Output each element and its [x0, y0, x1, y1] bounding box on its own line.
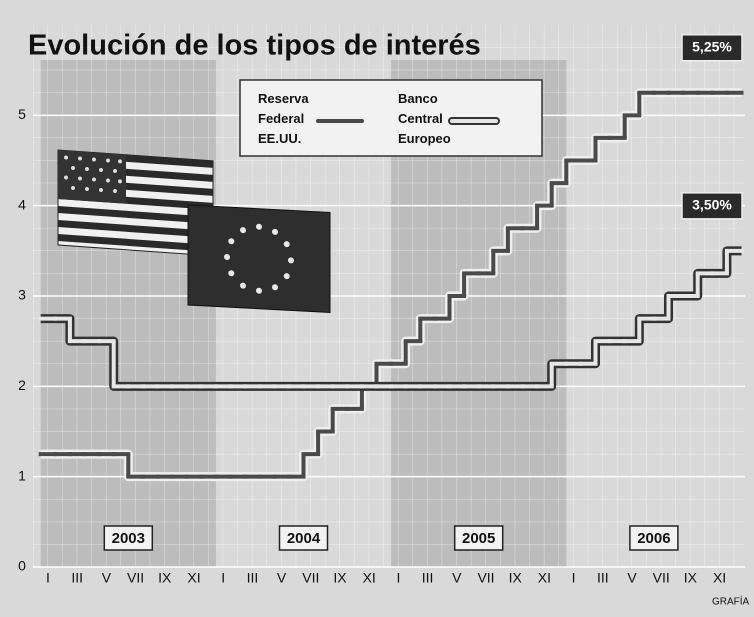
- chart-title: Evolución de los tipos de interés: [28, 30, 481, 62]
- x-tick-label: I: [572, 570, 576, 586]
- x-tick-label: IX: [158, 570, 172, 586]
- eu-flag: [188, 205, 330, 312]
- year-label: 2005: [462, 530, 495, 547]
- x-tick-label: IX: [333, 570, 347, 586]
- x-tick-label: XI: [538, 570, 551, 586]
- x-tick-label: III: [422, 570, 434, 586]
- x-tick-label: I: [46, 570, 50, 586]
- y-tick-label: 4: [18, 196, 26, 212]
- value-label: 3,50%: [692, 197, 732, 213]
- chart: Evolución de los tipos de interés Reserv…: [0, 0, 754, 612]
- x-tick-label: XI: [187, 570, 200, 586]
- year-label: 2003: [112, 530, 145, 547]
- year-label: 2006: [637, 530, 670, 547]
- y-tick-label: 3: [18, 287, 26, 303]
- y-tick-label: 5: [18, 106, 26, 122]
- x-tick-label: VII: [477, 570, 494, 586]
- x-tick-label: XI: [363, 570, 376, 586]
- x-tick-label: III: [597, 570, 609, 586]
- value-label: 5,25%: [692, 38, 732, 54]
- y-tick-label: 1: [18, 467, 26, 483]
- x-tick-label: VII: [653, 570, 670, 586]
- x-tick-label: XI: [713, 570, 726, 586]
- x-tick-label: V: [627, 570, 637, 586]
- x-tick-label: IX: [684, 570, 698, 586]
- year-label: 2004: [287, 530, 321, 547]
- x-tick-label: V: [102, 570, 112, 586]
- x-tick-label: I: [221, 570, 225, 586]
- x-tick-label: V: [452, 570, 462, 586]
- y-tick-label: 2: [18, 377, 26, 393]
- x-tick-label: III: [247, 570, 259, 586]
- y-tick-label: 0: [18, 558, 26, 574]
- x-tick-label: VII: [302, 570, 319, 586]
- x-tick-label: VII: [127, 570, 144, 586]
- x-tick-label: IX: [509, 570, 523, 586]
- x-tick-label: III: [71, 570, 83, 586]
- x-tick-label: V: [277, 570, 287, 586]
- source: GRAFÍA: [712, 595, 750, 608]
- x-tick-label: I: [396, 570, 400, 586]
